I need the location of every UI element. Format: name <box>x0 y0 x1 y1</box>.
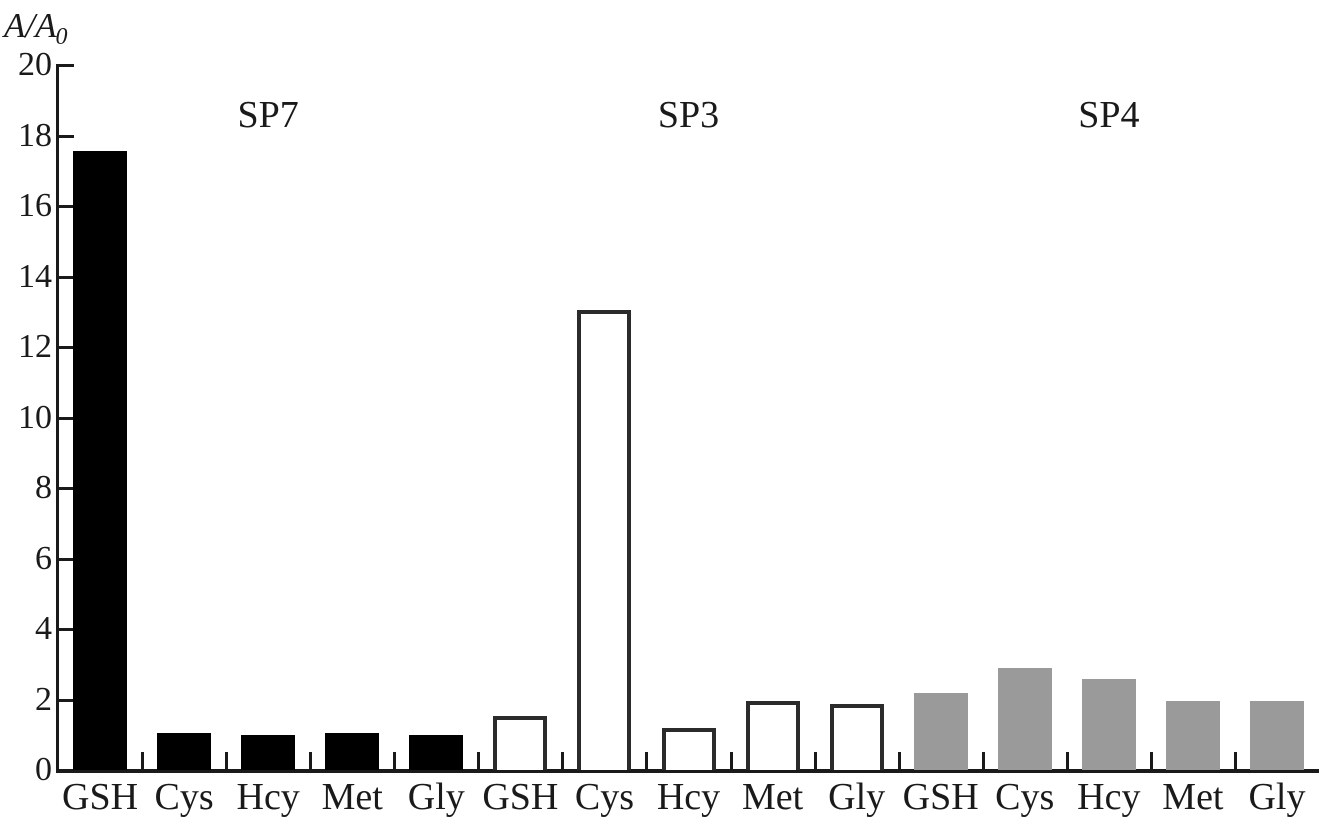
y-axis-title-subscript: 0 <box>55 23 68 50</box>
y-axis-tick <box>58 205 74 208</box>
bar <box>241 735 296 770</box>
x-axis-line <box>56 769 1319 773</box>
y-axis-tick-label: 10 <box>18 398 52 436</box>
x-axis-label: GSH <box>902 776 979 818</box>
y-axis-tick <box>58 769 74 772</box>
y-axis-tick-label: 0 <box>35 751 52 788</box>
x-axis-label: Hcy <box>1077 776 1141 818</box>
x-axis-tick <box>729 752 733 770</box>
bar <box>1081 679 1136 770</box>
bar <box>1249 700 1304 770</box>
x-axis-tick <box>1149 752 1153 770</box>
bar <box>829 703 884 770</box>
x-axis-tick <box>1065 752 1069 770</box>
x-axis-label: Cys <box>995 776 1055 818</box>
x-axis-tick <box>981 752 985 770</box>
x-axis-tick <box>141 752 145 770</box>
group-label-sp3: SP3 <box>657 94 720 136</box>
x-axis-tick <box>225 752 229 770</box>
bar <box>997 668 1052 770</box>
y-axis-tick-label: 2 <box>35 680 52 718</box>
y-axis-tick-label: 4 <box>35 610 52 647</box>
bar <box>157 733 212 770</box>
x-axis-label: GSH <box>62 776 139 818</box>
y-axis-tick-label: 20 <box>18 46 52 83</box>
bar <box>1165 700 1220 770</box>
bar <box>409 735 464 770</box>
x-axis-tick <box>1233 752 1237 770</box>
x-axis-label: Hcy <box>656 776 721 818</box>
y-axis-tick-label: 6 <box>35 539 52 577</box>
y-axis-tick <box>58 275 74 279</box>
y-axis-title-text: A/A <box>4 6 57 45</box>
y-axis-tick-label: 16 <box>18 187 52 224</box>
y-axis-line <box>56 64 59 772</box>
y-axis-tick-label: 14 <box>18 257 52 295</box>
bar <box>577 310 632 770</box>
y-axis-tick-label: 12 <box>18 328 52 365</box>
x-axis-label: Cys <box>574 776 634 818</box>
bar <box>913 693 968 770</box>
group-label-sp4: SP4 <box>1078 94 1140 136</box>
x-axis-label: Met <box>741 776 804 818</box>
y-axis-tick <box>58 628 74 631</box>
y-axis-tick <box>58 487 74 490</box>
x-axis-label: GSH <box>482 776 559 818</box>
bar <box>745 701 800 770</box>
x-axis-tick <box>645 752 649 770</box>
y-axis-tick <box>58 134 74 138</box>
y-axis-tick <box>58 698 74 702</box>
x-axis-label: Gly <box>407 776 465 818</box>
x-axis-tick <box>477 752 481 770</box>
x-axis-label: Cys <box>154 776 214 818</box>
x-axis-label: Met <box>1162 776 1224 818</box>
y-axis-tick-label: 8 <box>35 469 52 506</box>
y-axis-tick <box>58 416 74 420</box>
group-label-sp7: SP7 <box>237 94 299 136</box>
y-axis-tick-label: 18 <box>18 116 52 154</box>
y-axis-tick <box>58 557 74 561</box>
x-axis-tick <box>309 752 313 770</box>
x-axis-label: Met <box>321 776 383 818</box>
y-axis-title: A/A0 <box>4 8 67 49</box>
x-axis-label: Hcy <box>236 776 300 818</box>
bars-layer <box>73 151 1304 770</box>
y-axis-tick <box>58 346 74 349</box>
x-axis-tick <box>813 752 817 770</box>
bar <box>73 151 128 770</box>
bar <box>493 716 548 770</box>
y-axis-tick <box>58 64 74 67</box>
x-axis-label: Gly <box>828 776 886 818</box>
x-axis-label: Gly <box>1248 776 1306 818</box>
x-axis-tick <box>897 752 901 770</box>
bar <box>325 733 380 770</box>
x-axis-tick <box>393 752 397 770</box>
x-axis-tick <box>561 752 565 770</box>
bar <box>661 728 716 770</box>
